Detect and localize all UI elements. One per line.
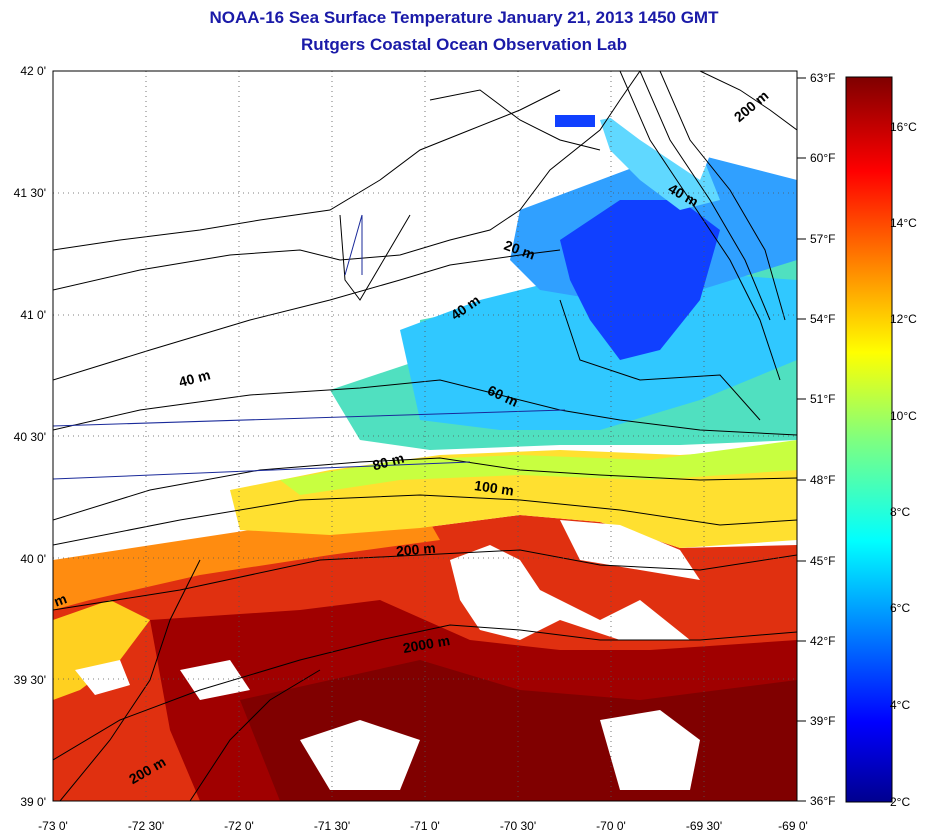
fahrenheit-tick: 39°F <box>810 714 836 728</box>
transect-line <box>53 409 566 427</box>
lat-tick: 41 0' <box>20 308 46 322</box>
celsius-tick: 10°C <box>890 409 917 423</box>
lon-tick: -71 0' <box>410 819 440 833</box>
fahrenheit-tick: 48°F <box>810 473 836 487</box>
celsius-tick: 16°C <box>890 120 917 134</box>
contour-label: 200 m <box>395 540 436 559</box>
lat-tick: 40 30' <box>13 430 46 444</box>
fahrenheit-tick: 45°F <box>810 554 836 568</box>
map-title: NOAA-16 Sea Surface Temperature January … <box>209 8 719 27</box>
celsius-tick: 14°C <box>890 216 917 230</box>
lon-tick: -70 30' <box>499 819 537 833</box>
lon-tick: -69 30' <box>685 819 723 833</box>
lat-tick: 40 0' <box>20 552 46 566</box>
lon-tick: -72 0' <box>224 819 254 833</box>
lon-tick: -69 0' <box>778 819 808 833</box>
lon-tick: -72 30' <box>127 819 165 833</box>
contour-label: 40 m <box>177 366 212 390</box>
celsius-tick: 12°C <box>890 312 917 326</box>
contour-label: m <box>52 590 69 609</box>
contour-label: 80 m <box>371 450 406 474</box>
lon-tick: -70 0' <box>596 819 626 833</box>
celsius-tick: 2°C <box>890 795 911 809</box>
lon-tick: -73 0' <box>38 819 68 833</box>
fahrenheit-tick: 57°F <box>810 232 836 246</box>
map-subtitle: Rutgers Coastal Ocean Observation Lab <box>301 35 627 54</box>
lon-tick: -71 30' <box>313 819 351 833</box>
transect-line <box>53 461 471 480</box>
fahrenheit-tick: 36°F <box>810 794 836 808</box>
fahrenheit-tick: 51°F <box>810 392 836 406</box>
sst-cold-region <box>560 200 720 360</box>
map-frame <box>52 70 798 802</box>
lat-tick: 39 0' <box>20 795 46 809</box>
fahrenheit-tick: 54°F <box>810 312 836 326</box>
celsius-tick: 6°C <box>890 601 911 615</box>
lat-tick: 39 30' <box>13 673 46 687</box>
land <box>53 71 797 540</box>
lat-tick: 42 0' <box>20 64 46 78</box>
contour-label: 100 m <box>473 477 515 498</box>
lat-tick: 41 30' <box>13 186 46 200</box>
fahrenheit-tick: 60°F <box>810 151 836 165</box>
celsius-tick: 4°C <box>890 698 911 712</box>
fahrenheit-tick: 63°F <box>810 71 836 85</box>
fahrenheit-tick: 42°F <box>810 634 836 648</box>
cloud-gap <box>450 545 690 640</box>
colorbar <box>845 76 893 803</box>
celsius-tick: 8°C <box>890 505 911 519</box>
